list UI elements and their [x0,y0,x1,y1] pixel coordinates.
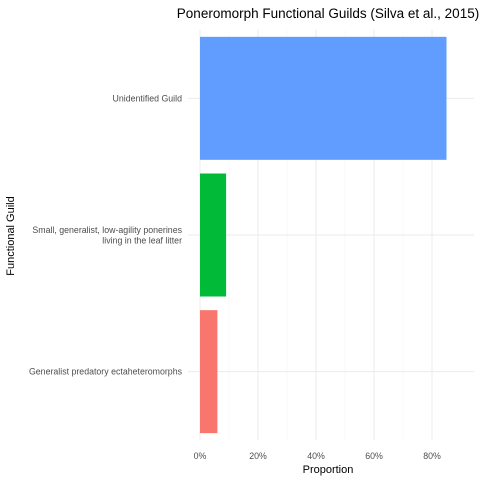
bar [200,173,227,297]
bars [200,36,447,434]
y-tick-labels: Unidentified Guild Small, generalist, low… [29,93,183,376]
y-axis-title: Functional Guild [5,196,17,276]
y-tick-label: Generalist predatory ectaheteromorphs [29,367,183,377]
x-tick-label: 40% [307,451,325,461]
bar [200,310,218,434]
bar [200,36,447,160]
y-tick-label: Unidentified Guild [113,93,183,103]
chart-title: Poneromorph Functional Guilds (Silva et … [177,6,479,21]
x-tick-label: 80% [423,451,441,461]
x-tick-label: 60% [365,451,383,461]
x-tick-label: 0% [194,451,207,461]
x-tick-label: 20% [249,451,267,461]
y-tick-label: Small, generalist, low-agility ponerines… [32,225,182,246]
x-tick-labels: 0% 20% 40% 60% 80% [194,451,441,461]
x-axis-title: Proportion [303,464,354,476]
